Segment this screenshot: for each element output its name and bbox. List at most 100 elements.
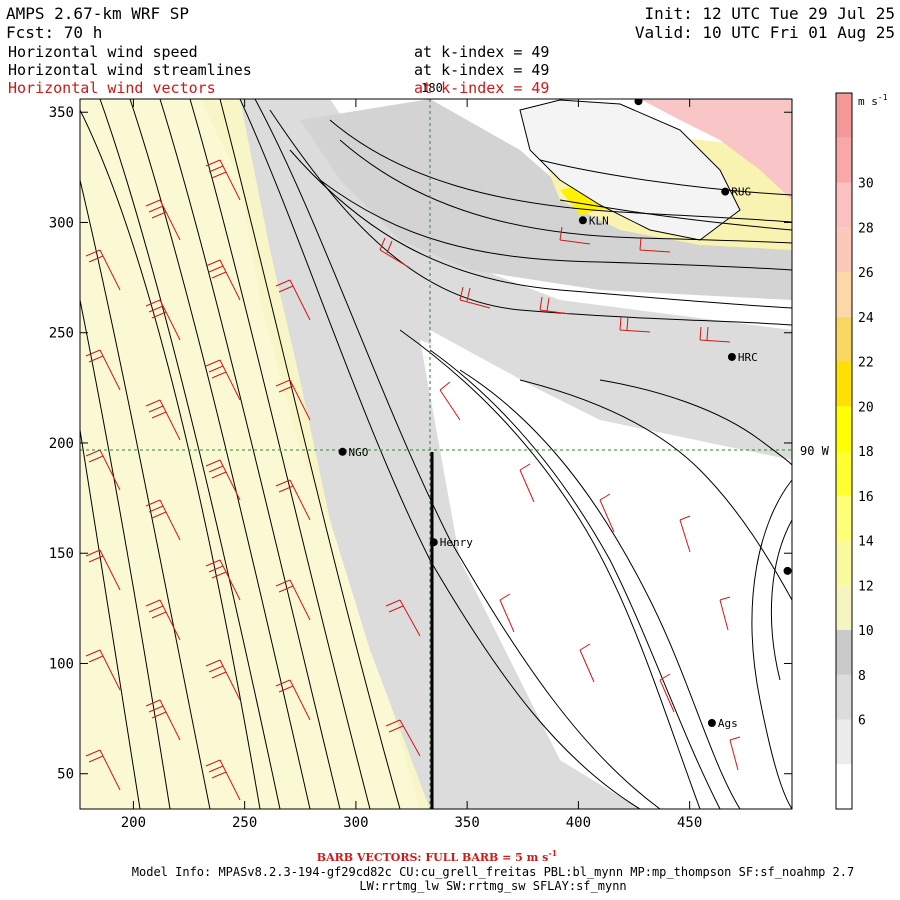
colorbar-label: 16 [858,490,874,505]
station-label: NGO [349,446,369,459]
colorbar-label: 30 [858,177,874,192]
streamline [339,139,792,244]
station-marker [721,187,730,196]
streamline [519,379,792,601]
wind-barb [145,199,181,241]
colorbar-swatch [836,361,852,407]
y-tick-label: 200 [49,436,74,452]
forecast-hour: Fcst: 70 h [6,23,102,42]
streamline [80,109,261,809]
streamline [559,199,792,231]
parallel-label: 90 W [800,444,830,458]
colorbar-swatch [836,227,852,272]
streamline [429,349,721,809]
valid-time: Valid: 10 UTC Fri 01 Aug 25 [635,23,895,42]
field-label-speed: Horizontal wind speed [8,43,198,61]
station-marker [634,99,643,106]
wind-barb [85,449,121,491]
colorbar-label: 28 [858,221,874,236]
colorbar-swatch [836,451,852,496]
wind-barb [145,499,181,541]
map-frame [79,98,793,810]
wind-barb [385,719,421,757]
y-axis-ticks: 350 300 250 200 150 100 50 [49,105,792,783]
wind-barb [85,749,121,791]
wind-barb [385,599,421,637]
station-marker [338,447,347,456]
colorbar-label: 26 [858,266,874,281]
y-tick-label: 300 [49,215,74,231]
y-tick-label: 50 [57,767,74,783]
colorbar-swatch [836,540,852,586]
field-level-speed: at k-index = 49 [414,43,549,61]
colorbar-frame [835,92,853,810]
streamline [399,329,701,809]
wind-barb [205,259,241,301]
station-label: Henry [440,536,473,549]
streamline [539,159,792,196]
streamline [159,99,341,809]
streamline [329,119,792,223]
wind-barb [205,659,241,701]
colorbar-swatch [836,630,852,675]
wind-barb [719,596,731,631]
colorbar-swatch [836,272,852,317]
streamline [289,149,792,309]
streamline [80,179,211,809]
field-label-vectors: Horizontal wind vectors [8,79,216,97]
y-tick-label: 350 [49,105,74,121]
colorbar-label: 18 [858,445,874,460]
wind-barb [539,296,571,315]
wind-barb [205,159,241,201]
x-tick-label: 300 [343,815,368,831]
wind-barb [205,459,241,501]
station-marker [578,216,587,225]
field-level-vectors: at k-index = 49 [414,79,549,97]
station-marker [727,352,736,361]
streamline [219,99,401,809]
colorbar-label: 24 [858,311,874,326]
colorbar-swatch [836,495,852,541]
colorbar-label: 10 [858,624,874,639]
streamline [751,479,792,809]
wind-barb [85,549,121,591]
y-tick-label: 100 [49,656,74,672]
station-label: KLN [589,214,609,227]
streamline [239,99,641,809]
model-info-physics: LW:rrtmg_lw SW:rrtmg_sw SFLAY:sf_mynn [359,879,626,893]
land-outline-island [519,99,741,241]
colorbar-swatch [836,585,852,630]
station-marker [707,719,716,728]
station-marker [783,566,792,575]
wind-barb [205,759,241,801]
wind-barb [85,249,121,291]
wind-barb [699,326,731,343]
wind-barb [145,399,181,441]
x-tick-label: 250 [232,815,257,831]
wind-speed-shade-grey-north [300,99,792,300]
colorbar-swatch [836,93,852,138]
wind-barb [379,237,411,269]
colorbar-label: 22 [858,356,874,371]
field-level-streamlines: at k-index = 49 [414,61,549,79]
colorbar-label: 20 [858,400,874,415]
y-tick-label: 150 [49,546,74,562]
wind-barb [639,236,671,253]
streamline [599,379,792,466]
model-info: Model Info: MPASv8.2.3-194-gf29cd82c CU:… [132,865,854,879]
wind-barb [275,679,311,721]
wind-barb [659,673,675,713]
streamline [80,299,171,809]
station-layer: KLN RUG HRC NGO Henry Ags [338,99,792,730]
station-marker [429,538,438,547]
wind-barb [275,579,311,621]
x-tick-label: 450 [677,815,702,831]
x-tick-label: 350 [455,815,480,831]
colorbar-swatch [836,674,852,720]
streamline [319,179,792,271]
wind-barb [275,279,311,321]
colorbar: m s-1 30 28 26 24 22 20 18 16 14 12 10 8 6 [835,92,888,810]
header: AMPS 2.67-km WRF SP Fcst: 70 h Init: 12 … [6,4,895,97]
wind-barb [729,736,741,771]
